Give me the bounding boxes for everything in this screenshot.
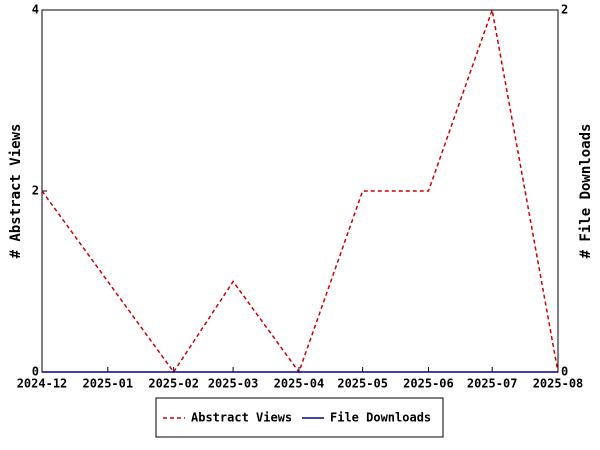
legend-box <box>155 397 444 438</box>
y-tick-label: 4 <box>32 3 39 17</box>
x-tick-label: 2025-08 <box>533 377 584 391</box>
y-axis-label: # Abstract Views <box>8 124 24 259</box>
x-tick-label: 2025-04 <box>274 377 325 391</box>
x-tick-label: 2025-02 <box>148 377 199 391</box>
series-line <box>41 7 559 374</box>
legend-label: Abstract Views <box>191 411 292 425</box>
x-tick-label: 2024-12 <box>17 377 68 391</box>
x-tick-label: 2025-01 <box>83 377 134 391</box>
y2-tick-label: 0 <box>561 365 568 379</box>
x-tick-label: 2025-05 <box>337 377 388 391</box>
x-tick-label: 2025-03 <box>208 377 259 391</box>
x-tick-label: 2025-07 <box>467 377 518 391</box>
x-tick-label: 2025-06 <box>403 377 454 391</box>
y2-tick-label: 2 <box>561 3 568 17</box>
legend-label: File Downloads <box>330 411 431 425</box>
y-tick-label: 0 <box>32 365 39 379</box>
y-tick-label: 2 <box>32 184 39 198</box>
plot-frame <box>41 9 559 373</box>
y2-axis-label: # File Downloads <box>578 124 594 259</box>
